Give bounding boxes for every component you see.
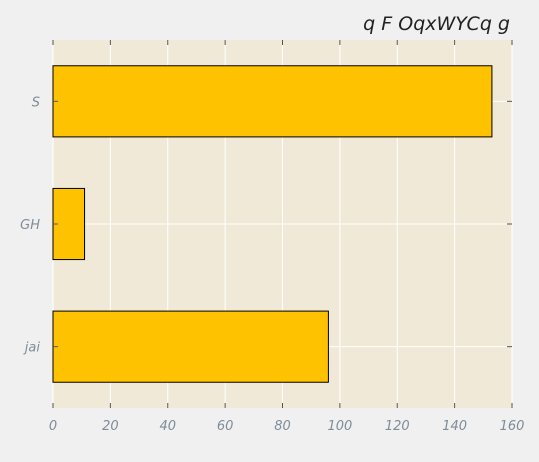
x-tick-label: 100: [327, 419, 352, 434]
y-tick-labels: S GH jai: [20, 95, 40, 355]
bar-jai: [52, 310, 329, 383]
bar-S: [52, 65, 493, 138]
x-tick-label: 120: [385, 419, 410, 434]
y-tick-label: GH: [20, 218, 40, 233]
chart-title: q F OqxWYCq g: [363, 13, 510, 35]
x-tick-label: 40: [159, 419, 176, 434]
x-tick-label: 20: [102, 419, 119, 434]
x-tick-label: 60: [217, 419, 234, 434]
bars: [52, 65, 493, 383]
bar-GH: [52, 187, 86, 261]
tick-marks: [52, 40, 513, 408]
x-tick-labels: 0 20 40 60 80 100 120 140 160: [49, 419, 525, 434]
y-tick-label: S: [32, 95, 40, 110]
x-tick-label: 0: [49, 419, 57, 434]
x-tick-label: 140: [442, 419, 467, 434]
y-tick-label: jai: [23, 341, 41, 356]
x-tick-label: 160: [500, 419, 525, 434]
x-tick-label: 80: [274, 419, 291, 434]
